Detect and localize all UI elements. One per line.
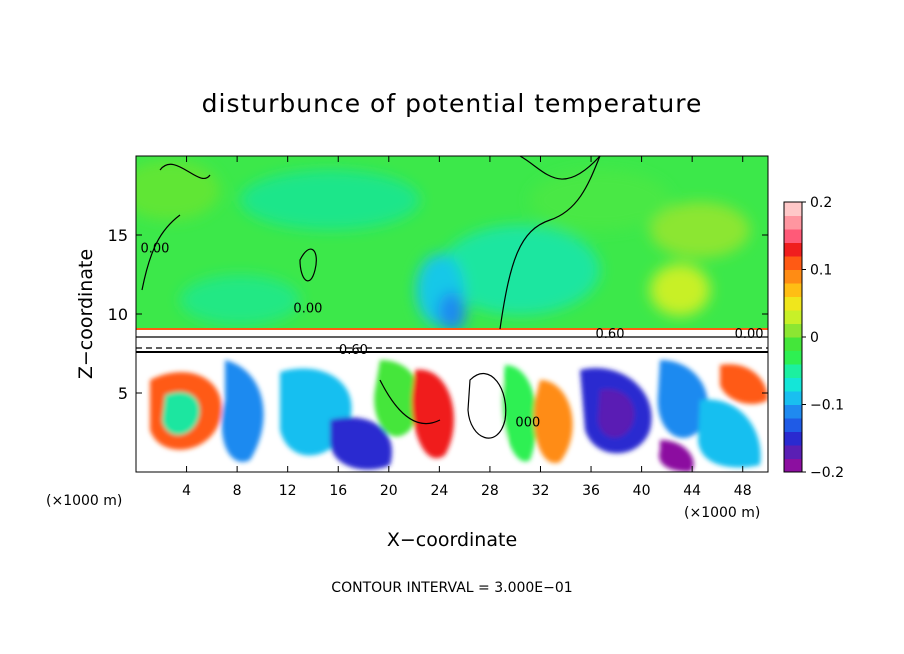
colorbar-swatch [784, 404, 802, 419]
x-tick-label: 48 [734, 483, 752, 499]
eddy-patch [533, 380, 573, 464]
colorbar-swatch [784, 202, 802, 216]
eddy-patch [330, 417, 392, 470]
colorbar-tick-label: −0.1 [810, 398, 844, 414]
contour-line [499, 156, 601, 330]
colorbar-tick-label: 0.1 [810, 263, 832, 279]
contour-line [467, 373, 507, 439]
x-tick-label: 16 [329, 483, 347, 499]
eddy-patch [598, 389, 635, 438]
field-patch [650, 202, 750, 258]
colorbar-swatch [784, 323, 802, 338]
colorbar-swatch [784, 418, 802, 432]
contour-line [159, 163, 211, 179]
field-patch [650, 264, 710, 316]
y-tick-label: 15 [108, 226, 128, 245]
contour-label: 0.00 [293, 302, 322, 317]
colorbar-swatch [784, 283, 802, 297]
x-tick-label: 8 [233, 483, 242, 499]
eddy-patch [411, 369, 454, 459]
x-tick-label: 44 [683, 483, 701, 499]
eddy-patch [501, 365, 537, 462]
field-patch [180, 275, 300, 325]
y-axis: 5 10 15 [108, 226, 768, 403]
y-tick-label: 5 [118, 384, 128, 403]
field-patch [530, 170, 670, 230]
eddy-patch [720, 364, 768, 405]
contour-interval-note: CONTOUR INTERVAL = 3.000E−01 [331, 580, 572, 596]
x-tick-label: 20 [380, 483, 398, 499]
x-axis-label: X−coordinate [387, 529, 517, 551]
colorbar: 0.2 0.1 0 −0.1 −0.2 [783, 195, 844, 481]
x-tick-label: 40 [633, 483, 651, 499]
x-tick-label: 24 [430, 483, 448, 499]
colorbar-swatch [784, 337, 802, 351]
y-tick-label: 10 [108, 305, 128, 324]
field-patch [438, 292, 466, 332]
contour-label: 0.00 [735, 327, 764, 342]
contour-line [299, 248, 317, 282]
colorbar-swatch [784, 296, 802, 311]
eddy-patch [698, 399, 761, 468]
colorbar-swatch [784, 431, 802, 446]
plot-area [136, 156, 768, 472]
contour-label: 0.60 [596, 327, 625, 342]
contour-labels: 0.00 0.00 0.60 0.60 0.00 000 [140, 242, 763, 431]
colorbar-swatch [784, 391, 802, 405]
x-unit-right: (×1000 m) [684, 505, 760, 521]
eddy-patch [657, 360, 708, 438]
contour-line [379, 379, 441, 425]
x-tick-label: 36 [582, 483, 600, 499]
eddy-patch [221, 360, 264, 462]
contour-label: 0.00 [140, 242, 169, 257]
colorbar-swatch [784, 377, 802, 392]
colorbar-swatch [784, 215, 802, 230]
colorbar-swatch [784, 445, 802, 459]
colorbar-swatch [784, 256, 802, 270]
colorbar-swatch [784, 350, 802, 365]
x-unit-left: (×1000 m) [46, 493, 122, 509]
colorbar-tick-label: −0.2 [810, 465, 844, 481]
colorbar-swatch [784, 269, 802, 284]
colorbar-swatch [784, 310, 802, 324]
colorbar-swatch [784, 242, 802, 257]
colorbar-swatch [784, 229, 802, 243]
eddy-patch [162, 391, 200, 435]
colorbar-tick-label: 0 [810, 330, 819, 346]
contour-label: 0.60 [339, 343, 368, 358]
y-axis-label: Z−coordinate [75, 249, 97, 379]
x-tick-label: 32 [532, 483, 550, 499]
inversion-band [136, 328, 768, 354]
contour-line [519, 156, 601, 180]
x-tick-label: 28 [481, 483, 499, 499]
field-patch [136, 160, 220, 220]
colorbar-swatch [784, 364, 802, 378]
contour-line [141, 214, 181, 291]
eddy-patch [659, 440, 694, 472]
colorbar-tick-label: 0.2 [810, 195, 832, 211]
x-tick-label: 4 [182, 483, 191, 499]
field-patch [240, 170, 420, 230]
x-tick-label: 12 [279, 483, 297, 499]
chart-title: disturbunce of potential temperature [202, 89, 703, 118]
x-axis: 4 8 12 16 20 24 28 32 36 40 44 48 [182, 156, 752, 499]
colorbar-swatch [784, 458, 802, 473]
field-patch [440, 225, 600, 315]
contour-label: 000 [515, 415, 540, 430]
